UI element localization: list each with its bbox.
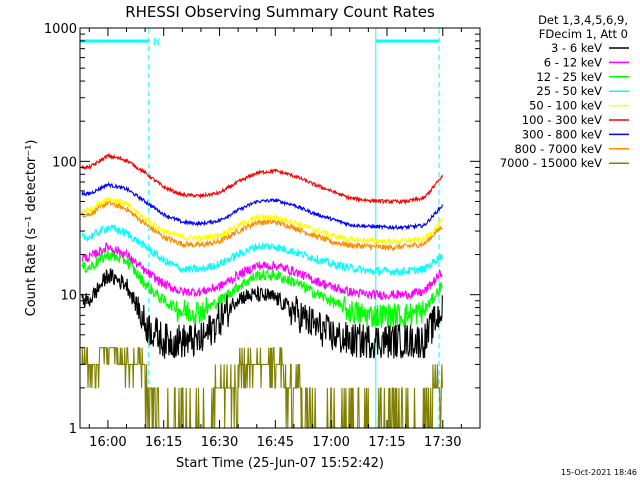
legend-label: 50 - 100 keV (529, 99, 602, 113)
x-tick-label: 17:00 (312, 435, 349, 450)
legend-label: 7000 - 15000 keV (500, 156, 602, 170)
x-tick-label: 16:00 (89, 435, 126, 450)
plot-area: N (79, 28, 443, 429)
series-line (81, 223, 443, 277)
series-line (81, 152, 443, 205)
series-300-800-kev (81, 181, 443, 231)
series-3-6-kev (81, 268, 443, 359)
legend-label: 800 - 7000 keV (514, 142, 602, 156)
legend-label: 25 - 50 keV (536, 84, 602, 98)
legend-item: 800 - 7000 keV (514, 142, 629, 156)
series-line (81, 347, 443, 429)
x-axis: 16:00 16:15 16:30 16:45 17:00 17:15 17:30 (88, 28, 462, 450)
legend-header-line-1: Det 1,3,4,5,6,9, (538, 13, 628, 27)
legend-label: 12 - 25 keV (536, 70, 602, 84)
plot-frame (79, 27, 481, 429)
y-tick-label: 100 (52, 155, 77, 170)
legend-item: 100 - 300 keV (522, 113, 629, 127)
series-12-25-kev (81, 250, 443, 330)
legend-label: 3 - 6 keV (551, 41, 602, 55)
legend-header-line-2: FDecim 1, Att 0 (539, 27, 628, 41)
series-line (81, 242, 443, 301)
series-line (81, 181, 443, 231)
y-axis-label: Count Rate (s⁻¹ detector⁻¹) (24, 140, 39, 317)
x-axis-label: Start Time (25-Jun-07 15:52:42) (176, 456, 384, 471)
legend-item: 50 - 100 keV (529, 99, 629, 113)
series-line (81, 199, 443, 252)
legend-label: 300 - 800 keV (522, 127, 602, 141)
chart-title: RHESSI Observing Summary Count Rates (125, 3, 435, 21)
legend-label: 6 - 12 keV (544, 55, 602, 69)
flag-bar-label: N (153, 37, 160, 48)
y-tick-label: 10 (60, 289, 77, 304)
legend: Det 1,3,4,5,6,9, FDecim 1, Att 0 3 - 6 k… (500, 13, 629, 170)
legend-item: 6 - 12 keV (544, 55, 629, 69)
x-tick-label: 16:30 (201, 435, 238, 450)
series-6-12-kev (81, 242, 443, 301)
x-tick-label: 17:30 (424, 435, 461, 450)
y-axis: 1 10 100 1000 (44, 22, 480, 437)
legend-item: 25 - 50 keV (536, 84, 629, 98)
series-800-7000-kev (81, 199, 443, 252)
series-50-100-kev (81, 196, 443, 245)
series-line (81, 250, 443, 330)
flag-bar-0: N (80, 37, 160, 48)
legend-item: 12 - 25 keV (536, 70, 629, 84)
legend-label: 100 - 300 keV (522, 113, 602, 127)
legend-item: 300 - 800 keV (522, 127, 629, 141)
legend-item: 3 - 6 keV (551, 41, 629, 55)
x-tick-label: 16:15 (145, 435, 182, 450)
y-tick-label: 1000 (44, 22, 77, 37)
x-tick-label: 16:45 (257, 435, 294, 450)
series-line (81, 196, 443, 245)
legend-item: 7000 - 15000 keV (500, 156, 629, 170)
series-25-50-kev (81, 223, 443, 277)
x-tick-label: 17:15 (368, 435, 405, 450)
y-tick-label: 1 (69, 422, 77, 437)
series-100-300-kev (81, 152, 443, 205)
series-line (81, 268, 443, 359)
timestamp: 15-Oct-2021 18:46 (561, 468, 637, 477)
series-7000-15000-kev (81, 347, 443, 429)
